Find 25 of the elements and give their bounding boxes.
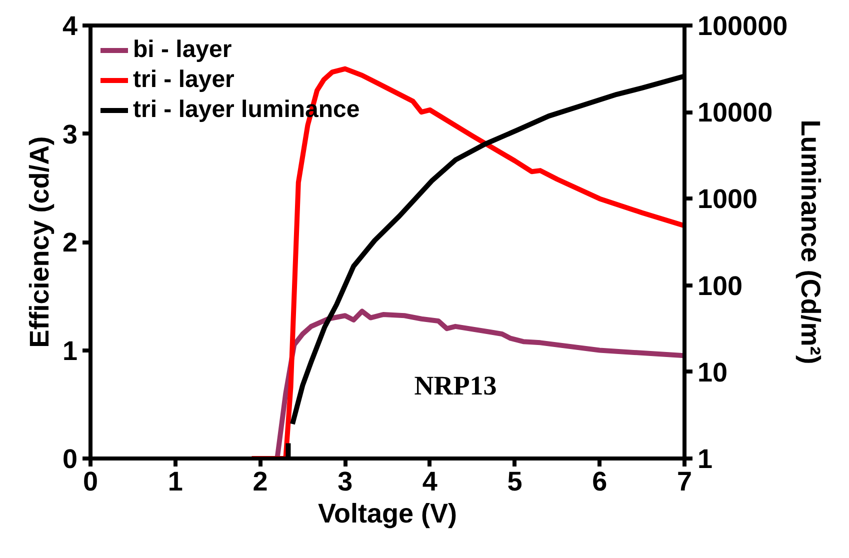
y-axis-title: Efficiency (cd/A) (24, 136, 54, 348)
y2-tick-label: 100 (698, 270, 743, 301)
y2-tick-label: 10 (698, 357, 728, 388)
x-tick-label: 5 (507, 466, 522, 496)
y2-axis-title: Luminance (Cd/m²) (796, 120, 826, 364)
legend-label: tri - layer (133, 65, 234, 95)
y-tick-label: 3 (62, 119, 78, 150)
y-tick-label: 4 (62, 11, 78, 41)
y-tick-label: 0 (62, 444, 78, 474)
y-tick-label: 2 (62, 228, 78, 258)
x-tick-label: 0 (82, 466, 98, 496)
legend-label: bi - layer (133, 35, 232, 65)
x-tick-label: 4 (422, 466, 438, 496)
y2-tick-label: 1000 (698, 184, 758, 214)
y2-tick-label: 1 (698, 444, 713, 474)
y-tick-label: 1 (62, 336, 78, 366)
x-tick-label: 6 (592, 466, 608, 496)
x-tick-label: 1 (168, 466, 183, 496)
y2-tick-label: 10000 (698, 98, 773, 128)
x-tick-label: 7 (676, 466, 692, 496)
annotation: NRP13 (414, 370, 497, 400)
x-axis-title: Voltage (V) (318, 498, 458, 528)
y2-tick-label: 100000 (698, 11, 788, 41)
x-tick-label: 3 (338, 466, 353, 496)
x-tick-label: 2 (252, 466, 268, 496)
